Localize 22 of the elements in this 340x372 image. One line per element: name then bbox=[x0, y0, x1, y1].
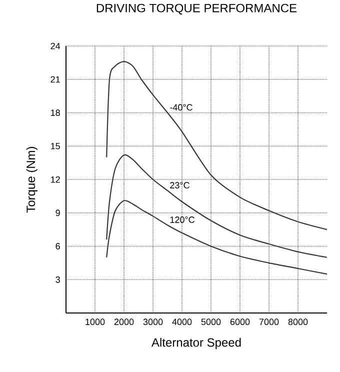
y-tick-label: 24 bbox=[50, 42, 60, 50]
x-axis-title: Alternator Speed bbox=[151, 338, 241, 350]
y-tick-label: 12 bbox=[51, 176, 60, 183]
x-tick-label: 3000 bbox=[143, 318, 163, 326]
x-tick-label: 7000 bbox=[259, 318, 279, 326]
series-label: 120°C bbox=[170, 216, 194, 223]
x-tick-label: 1000 bbox=[86, 318, 105, 326]
y-tick-label: 21 bbox=[50, 76, 60, 83]
y-tick-label: 6 bbox=[56, 243, 60, 250]
x-tick-label: 6000 bbox=[230, 318, 250, 326]
series-label: 23°C bbox=[170, 182, 190, 188]
x-tick-label: 4000 bbox=[172, 318, 192, 326]
y-tick-label: 3 bbox=[56, 276, 60, 283]
y-tick-label: 15 bbox=[51, 142, 60, 150]
x-tick-label: 8000 bbox=[288, 318, 308, 326]
series-label: -40°C bbox=[170, 104, 192, 111]
y-axis-title: Torque (Nm) bbox=[26, 146, 38, 213]
chart-title: DRIVING TORQUE PERFORMANCE bbox=[96, 4, 297, 14]
y-tick-label: 18 bbox=[51, 110, 60, 116]
x-tick-label: 2000 bbox=[114, 318, 134, 326]
x-tick-label: 5000 bbox=[201, 318, 221, 326]
y-tick-label: 9 bbox=[56, 210, 60, 216]
